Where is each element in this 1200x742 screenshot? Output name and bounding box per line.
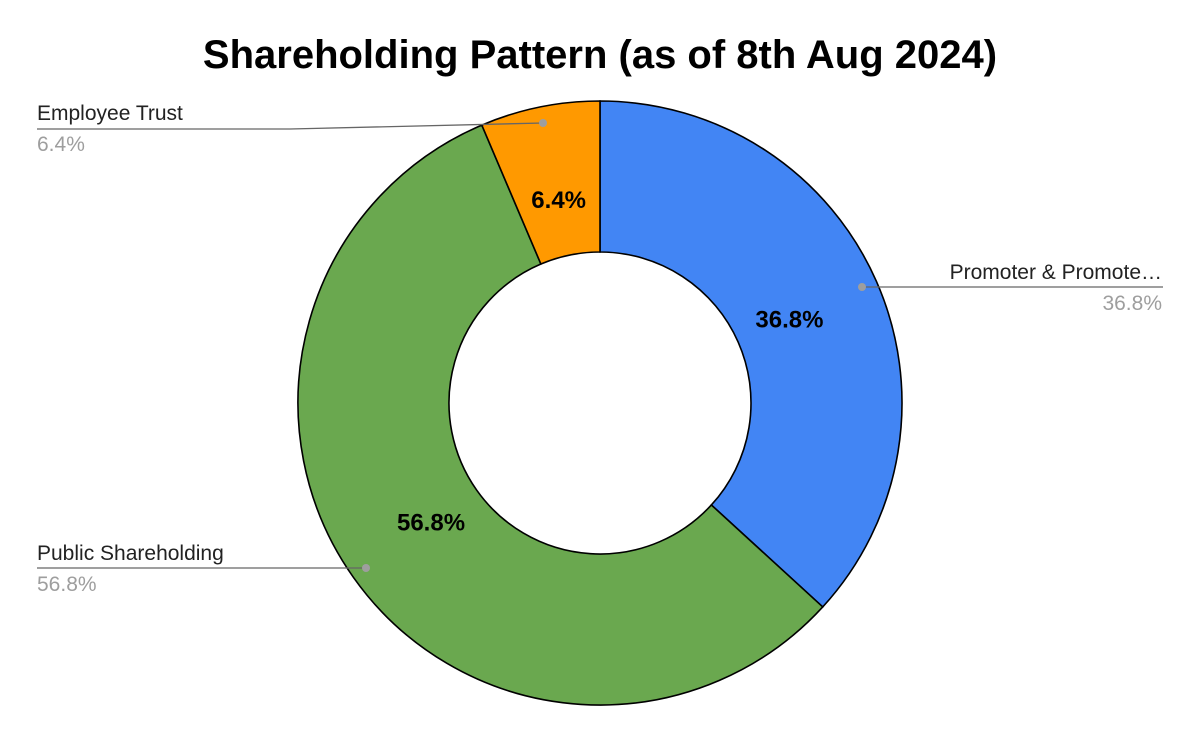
callout-value-employee: 6.4%	[37, 133, 85, 156]
donut-slice-labels: 36.8% 56.8% 6.4%	[397, 187, 823, 536]
callout-name-public: Public Shareholding	[37, 542, 224, 565]
donut-callouts: Promoter & Promote… 36.8% Public Sharehold…	[37, 102, 1163, 596]
callout-line-employee	[37, 122, 544, 130]
callout-value-public: 56.8%	[37, 573, 97, 596]
callout-dot-promoter	[858, 283, 866, 291]
callout-dot-public	[362, 564, 370, 572]
slice-label-employee: 6.4%	[531, 187, 586, 214]
callout-name-employee: Employee Trust	[37, 102, 183, 125]
callout-dot-employee	[539, 119, 547, 127]
callout-name-promoter: Promoter & Promote…	[950, 261, 1162, 284]
slice-promoter	[599, 100, 903, 609]
slice-employee	[480, 100, 601, 266]
slice-label-public: 56.8%	[397, 510, 465, 537]
callout-value-promoter: 36.8%	[1102, 292, 1162, 315]
slice-public	[297, 124, 824, 706]
chart-title: Shareholding Pattern (as of 8th Aug 2024…	[203, 33, 997, 77]
slice-label-promoter: 36.8%	[755, 307, 823, 334]
donut-slices	[297, 100, 903, 706]
